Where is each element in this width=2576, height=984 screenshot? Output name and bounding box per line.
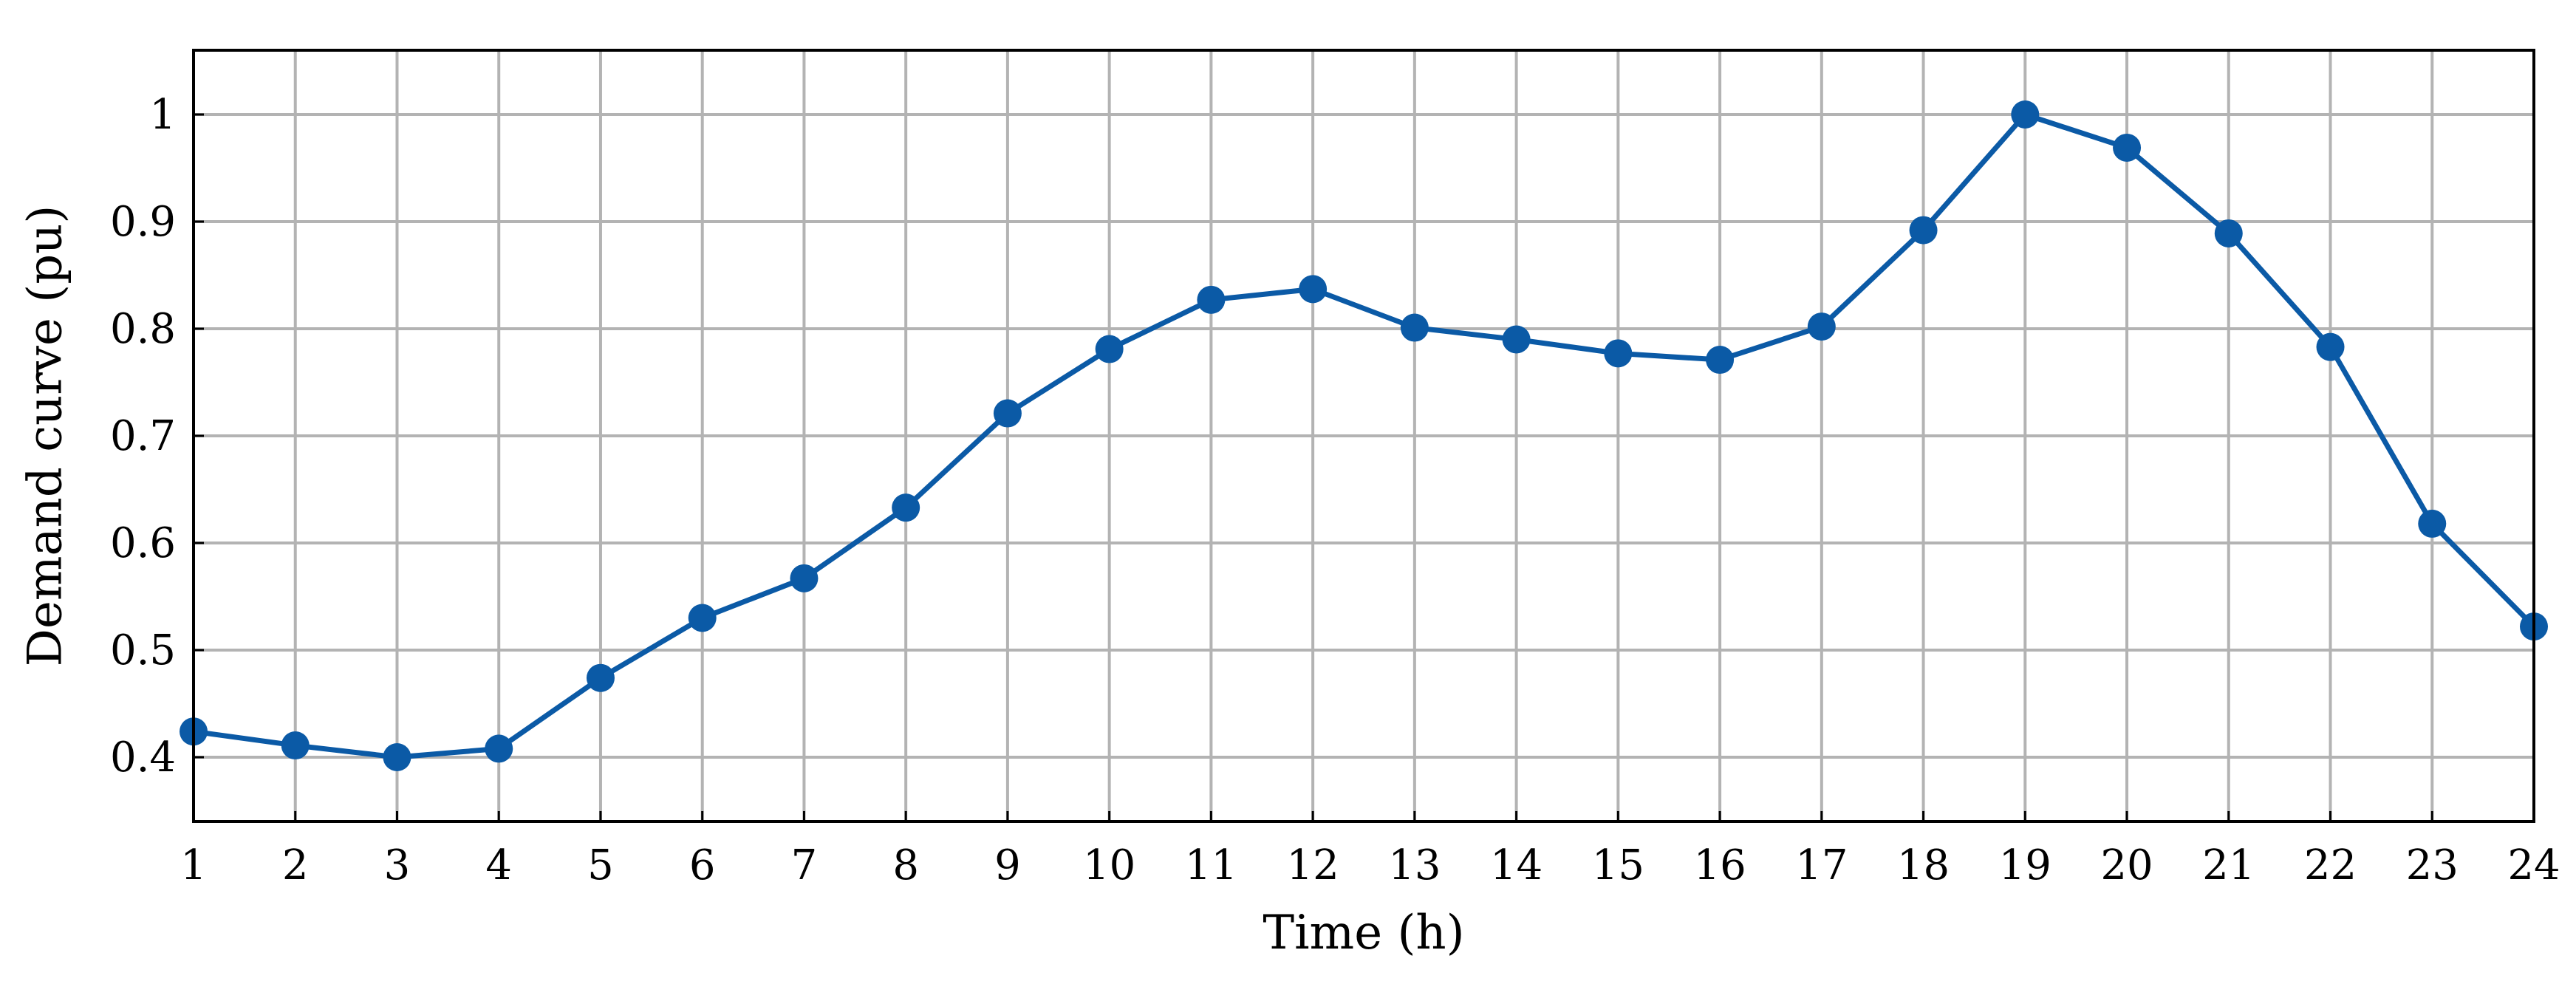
data-point: [790, 564, 819, 592]
data-point: [1502, 325, 1531, 354]
x-axis-label: Time (h): [1263, 906, 1464, 960]
x-tick-label: 18: [1897, 841, 1950, 889]
y-axis-ticks: 0.4 0.5 0.6 0.7 0.8 0.9 1: [110, 91, 204, 782]
data-point: [1095, 335, 1124, 363]
grid: [192, 50, 2535, 821]
data-point: [1400, 313, 1429, 342]
data-point: [1604, 339, 1633, 368]
x-tick-label: 5: [587, 841, 614, 889]
data-point: [892, 493, 920, 522]
data-point: [1909, 216, 1938, 245]
x-tick-label: 20: [2100, 841, 2153, 889]
data-point: [1299, 275, 1328, 304]
data-point: [993, 399, 1022, 428]
data-point: [383, 743, 411, 771]
x-tick-label: 16: [1693, 841, 1746, 889]
data-point: [485, 734, 513, 763]
data-point: [1197, 285, 1226, 314]
x-tick-label: 12: [1286, 841, 1339, 889]
x-tick-label: 4: [485, 841, 512, 889]
data-point: [1807, 312, 1836, 341]
x-tick-label: 24: [2507, 841, 2560, 889]
data-point: [281, 731, 310, 760]
data-point: [688, 604, 717, 632]
x-tick-label: 8: [892, 841, 919, 889]
series-layer: [180, 100, 2548, 771]
x-axis-ticks: 1 2 3 4 5 6 7 8 9 10 11 12 13 14 15 16 17 18 19 20 21 22 23 24: [180, 811, 2560, 889]
data-point: [2316, 332, 2345, 361]
x-tick-label: 17: [1795, 841, 1848, 889]
y-tick-label: 1: [149, 91, 176, 139]
y-axis-label: Demand curve (pu): [18, 205, 73, 667]
data-point: [2011, 100, 2040, 129]
x-tick-label: 2: [282, 841, 309, 889]
data-point: [2418, 509, 2447, 538]
x-tick-label: 1: [180, 841, 207, 889]
x-tick-label: 3: [384, 841, 411, 889]
x-tick-label: 10: [1083, 841, 1135, 889]
y-tick-label: 0.6: [110, 519, 176, 567]
data-point: [586, 663, 615, 692]
x-tick-label: 19: [1999, 841, 2051, 889]
y-tick-label: 0.5: [110, 626, 176, 674]
data-point: [2214, 219, 2243, 247]
y-tick-label: 0.4: [110, 734, 176, 782]
y-tick-label: 0.7: [110, 412, 176, 460]
data-point: [1706, 346, 1735, 375]
y-tick-label: 0.9: [110, 198, 176, 246]
x-tick-label: 21: [2202, 841, 2255, 889]
y-tick-label: 0.8: [110, 305, 176, 353]
x-tick-label: 14: [1490, 841, 1542, 889]
x-tick-label: 22: [2304, 841, 2357, 889]
data-point: [2113, 133, 2142, 162]
x-tick-label: 6: [689, 841, 716, 889]
series-line: [193, 112, 2536, 760]
x-tick-label: 13: [1388, 841, 1441, 889]
x-tick-label: 7: [791, 841, 818, 889]
x-tick-label: 9: [994, 841, 1021, 889]
x-tick-label: 11: [1185, 841, 1237, 889]
x-tick-label: 15: [1592, 841, 1644, 889]
x-tick-label: 23: [2406, 841, 2459, 889]
